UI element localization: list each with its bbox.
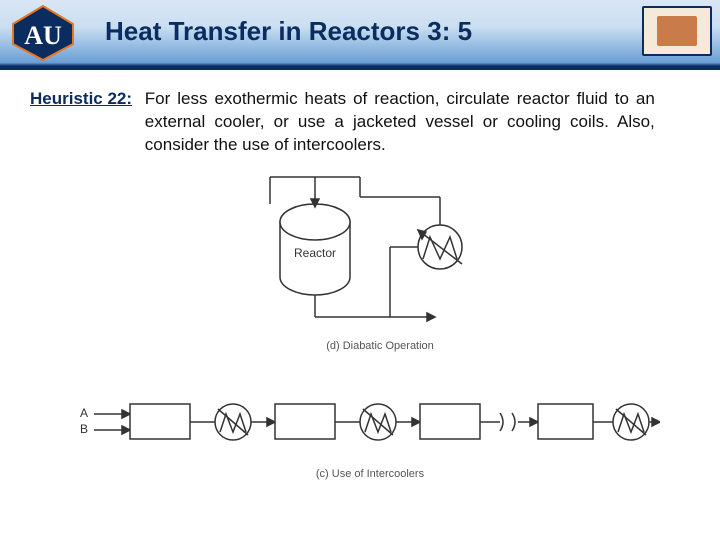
heuristic-text: For less exothermic heats of reaction, c… (145, 88, 655, 157)
input-b: B (80, 422, 88, 436)
heuristic-row: Heuristic 22: For less exothermic heats … (30, 88, 690, 157)
heuristic-label: Heuristic 22: (30, 88, 132, 111)
caption-intercoolers: (c) Use of Intercoolers (270, 467, 470, 482)
slide-title: Heat Transfer in Reactors 3: 5 (105, 16, 472, 47)
diagram-area: Reactor (30, 157, 690, 477)
svg-text:AU: AU (24, 21, 62, 50)
input-a: A (80, 406, 88, 420)
slide-header: AU Heat Transfer in Reactors 3: 5 (0, 0, 720, 70)
caption-diabatic: (d) Diabatic Operation (290, 339, 470, 354)
reactor-label: Reactor (294, 246, 336, 260)
diagram-diabatic: Reactor (240, 167, 520, 342)
content-area: Heuristic 22: For less exothermic heats … (0, 70, 720, 477)
building-icon (657, 16, 697, 46)
au-logo-icon: AU (8, 4, 78, 62)
diagram-intercoolers: A B (80, 389, 660, 469)
logo-left: AU (8, 4, 78, 67)
logo-right (642, 6, 712, 56)
